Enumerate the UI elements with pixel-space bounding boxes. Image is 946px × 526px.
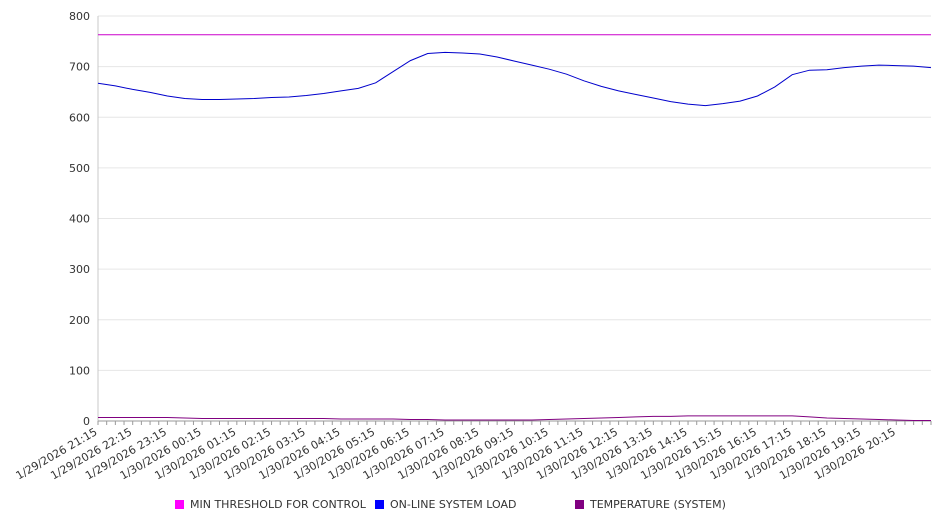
y-tick-label: 500 xyxy=(69,162,90,175)
y-tick-label: 100 xyxy=(69,364,90,377)
series-lines xyxy=(97,34,932,421)
y-tick-label: 200 xyxy=(69,314,90,327)
grid-lines xyxy=(98,15,931,371)
legend-item-system-load[interactable]: ON-LINE SYSTEM LOAD xyxy=(375,498,516,511)
legend-swatch-system-load xyxy=(375,500,384,509)
y-tick-label: 700 xyxy=(69,61,90,74)
series-line-2 xyxy=(97,51,932,107)
y-tick-labels: 0 100 200 300 400 500 600 700 800 xyxy=(69,10,90,428)
y-tick-label: 0 xyxy=(83,415,90,428)
legend: MIN THRESHOLD FOR CONTROL ON-LINE SYSTEM… xyxy=(0,498,946,514)
axes xyxy=(97,16,932,425)
legend-label-system-load: ON-LINE SYSTEM LOAD xyxy=(390,498,517,511)
legend-item-min-threshold[interactable]: MIN THRESHOLD FOR CONTROL xyxy=(175,498,366,511)
series-line-3 xyxy=(98,415,931,421)
y-tick-label: 800 xyxy=(69,10,90,23)
y-tick-label: 300 xyxy=(69,263,90,276)
legend-swatch-min-threshold xyxy=(175,500,184,509)
legend-label-min-threshold: MIN THRESHOLD FOR CONTROL xyxy=(190,498,366,511)
y-tick-label: 600 xyxy=(69,111,90,124)
legend-swatch-temperature xyxy=(575,500,584,509)
y-tick-label: 400 xyxy=(69,213,90,226)
legend-label-temperature: TEMPERATURE (SYSTEM) xyxy=(590,498,726,511)
legend-item-temperature[interactable]: TEMPERATURE (SYSTEM) xyxy=(575,498,726,511)
x-tick-labels: 1/29/2026 21:151/29/2026 22:151/29/2026 … xyxy=(14,425,898,482)
